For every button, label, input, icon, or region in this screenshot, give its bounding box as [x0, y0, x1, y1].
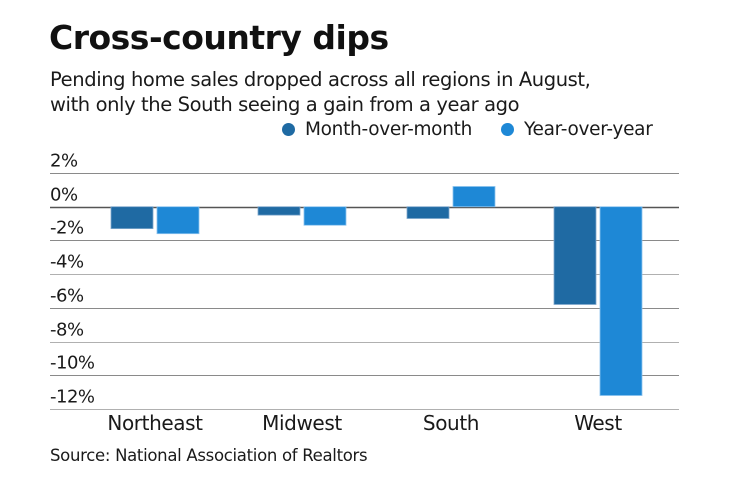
bar-northeast-year-over-year	[156, 206, 200, 235]
y-tick-label: 0%	[50, 185, 78, 206]
bar-northeast-month-over-month	[110, 206, 154, 230]
x-category-label: Midwest	[262, 411, 342, 435]
bar-midwest-year-over-year	[303, 206, 347, 226]
y-tick-label: -4%	[50, 252, 84, 273]
x-category-label: West	[574, 411, 622, 435]
bars	[110, 186, 643, 396]
chart-title: Cross-country dips	[49, 18, 389, 57]
legend-item-year-over-year: Year-over-year	[501, 119, 653, 140]
legend-item-month-over-month: Month-over-month	[282, 119, 472, 140]
x-category-label: South	[423, 411, 479, 435]
legend: Month-over-month Year-over-year	[0, 119, 740, 143]
legend-label-month-over-month: Month-over-month	[305, 119, 472, 140]
legend-swatch-year-over-year	[501, 123, 514, 136]
x-category-label: Northeast	[107, 411, 203, 435]
legend-swatch-month-over-month	[282, 123, 295, 136]
y-tick-label: -10%	[50, 353, 95, 374]
bar-west-year-over-year	[599, 206, 643, 396]
x-axis-categories: Northeast Midwest South West	[107, 411, 622, 435]
y-axis-ticks: 2% 0% -2% -4% -6% -8% -10% -12%	[50, 151, 95, 408]
y-tick-label: 2%	[50, 151, 78, 172]
bar-midwest-month-over-month	[257, 206, 301, 216]
subtitle-line-2: with only the South seeing a gain from a…	[50, 93, 520, 116]
subtitle-line-1: Pending home sales dropped across all re…	[50, 68, 591, 91]
legend-label-year-over-year: Year-over-year	[524, 119, 653, 140]
y-tick-label: -8%	[50, 320, 84, 341]
source-note: Source: National Association of Realtors	[50, 446, 368, 465]
bar-south-month-over-month	[406, 206, 450, 219]
y-tick-label: -12%	[50, 387, 95, 408]
y-tick-label: -2%	[50, 218, 84, 239]
chart-subtitle: Pending home sales dropped across all re…	[50, 67, 730, 117]
bar-south-year-over-year	[452, 186, 496, 208]
y-tick-label: -6%	[50, 286, 84, 307]
bar-west-month-over-month	[553, 206, 597, 305]
